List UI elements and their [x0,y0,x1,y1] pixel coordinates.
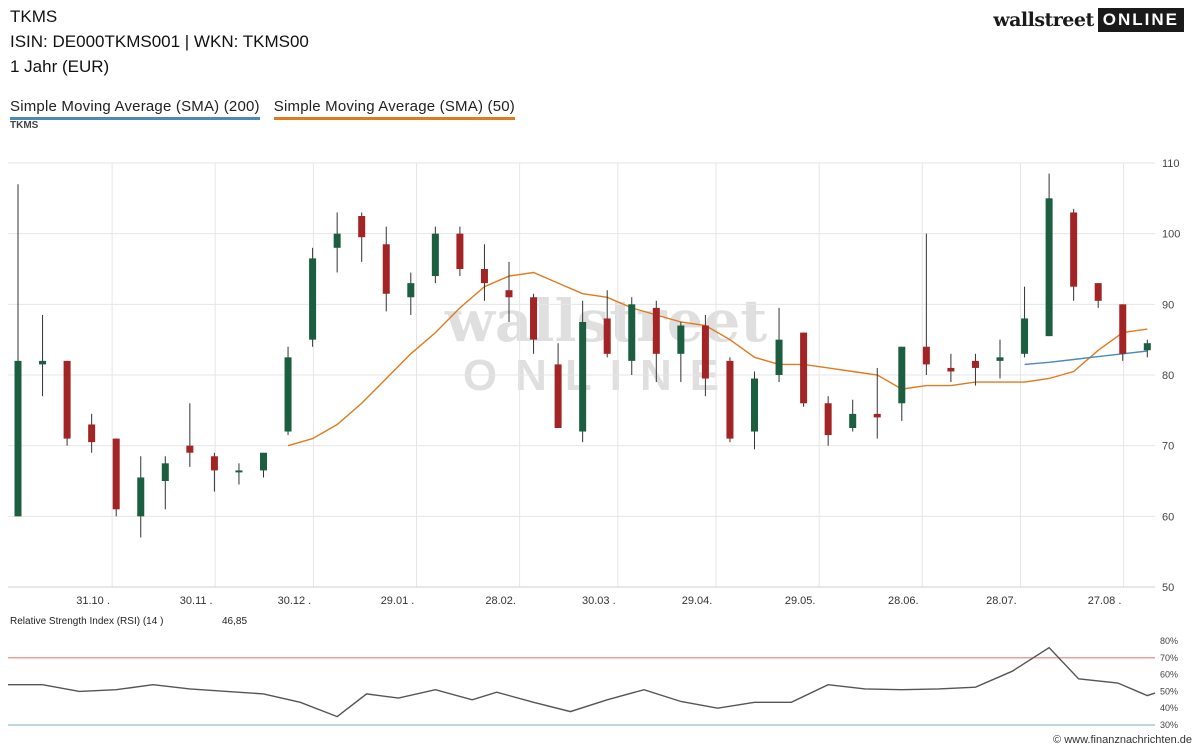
candle-down [873,413,881,418]
x-tick-label: 30.03 . [582,595,616,607]
chart-title: TKMS [10,7,58,26]
candle-down [1070,212,1078,287]
y-tick-label: 80 [1162,370,1174,382]
candle-up [849,413,857,428]
rsi-current-value: 46,85 [222,616,248,627]
x-tick-label: 28.07. [986,595,1017,607]
candle-up [137,477,145,517]
candle-down [701,325,709,379]
x-tick-label: 30.11 . [180,595,213,607]
wallstreet-online-logo: wallstreet ONLINE [993,8,1184,32]
ticker-label: TKMS [10,120,39,131]
x-tick-label: 28.02. [485,595,516,607]
candle-up [161,463,169,481]
candle-down [1119,304,1127,354]
candle-up [1021,318,1029,354]
candle-up [260,452,267,471]
source-credit[interactable]: © www.finanznachrichten.de [1053,734,1192,746]
sma200-line [1024,350,1148,366]
legend-sma200[interactable]: Simple Moving Average (SMA) (200) [10,98,260,120]
candle-down [1094,283,1102,301]
rsi-y-tick-label: 70% [1160,653,1178,663]
candle-down [88,424,96,443]
candle-down [358,216,366,238]
candle-down [63,360,71,439]
candle-up [996,357,1004,361]
candle-up [1143,343,1151,351]
period-label: 1 Jahr (EUR) [10,57,110,76]
candle-up [677,325,685,354]
candle-up [751,378,758,432]
logo-wordmark: wallstreet [993,9,1094,31]
candle-layer [14,173,1151,538]
candle-down [382,244,390,294]
candle-down [971,360,979,368]
x-tick-label: 31.10 . [76,595,110,607]
rsi-y-tick-label: 40% [1160,703,1178,713]
y-tick-label: 70 [1162,441,1174,453]
x-tick-label: 29.05. [785,595,816,607]
candle-down [603,318,611,354]
y-tick-label: 50 [1162,582,1174,594]
sma50-line [287,271,1148,447]
candle-up [431,233,439,277]
candle-down [726,360,734,439]
candle-down [922,346,930,365]
candle-up [14,360,22,517]
candle-up [628,304,636,361]
candle-up [407,283,415,298]
rsi-y-tick-label: 50% [1160,686,1178,696]
candle-down [824,403,832,436]
candle-up [309,258,317,340]
rsi-y-tick-label: 30% [1160,720,1178,730]
candle-down [112,438,120,510]
y-tick-label: 90 [1162,299,1174,311]
candle-down [530,297,538,340]
candle-down [554,364,562,428]
candle-up [333,233,341,248]
y-tick-label: 110 [1162,158,1180,170]
candle-down [186,445,194,453]
candle-down [480,269,488,284]
candle-up [284,357,292,432]
candle-up [775,339,783,375]
candle-up [898,346,906,404]
rsi-y-tick-label: 60% [1160,670,1178,680]
candle-down [800,332,808,404]
x-tick-label: 29.01 . [381,595,415,607]
x-tick-label: 28.06. [888,595,919,607]
x-tick-label: 29.04. [682,595,713,607]
axis-layer: 50 60 70 80 90 100 110 31.10 . 30.11 . 30.12 . 29.… [8,158,1180,607]
x-tick-label: 27.08 . [1088,595,1122,607]
y-tick-label: 60 [1162,511,1174,523]
logo-badge: ONLINE [1097,8,1184,32]
sma-layer [287,271,1148,447]
isin-wkn-line: ISIN: DE000TKMS001 | WKN: TKMS00 [10,32,309,51]
chart-legend: Simple Moving Average (SMA) (200) Simple… [10,98,515,120]
candle-down [210,456,218,471]
rsi-line [8,646,1156,718]
legend-sma50[interactable]: Simple Moving Average (SMA) (50) [273,98,515,120]
candle-down [505,290,513,298]
x-tick-label: 30.12 . [278,595,312,607]
rsi-title: Relative Strength Index (RSI) (14 ) [10,616,164,627]
candle-down [456,233,464,269]
candle-up [1045,198,1053,337]
candle-up [579,322,587,432]
candle-up [235,470,243,473]
candle-down [652,307,660,354]
candle-down [947,367,955,372]
rsi-layer: 30% 40% 50% 60% 70% 80% [8,636,1178,730]
y-tick-label: 100 [1162,229,1180,241]
rsi-y-tick-label: 80% [1160,636,1178,646]
candle-up [39,360,47,365]
